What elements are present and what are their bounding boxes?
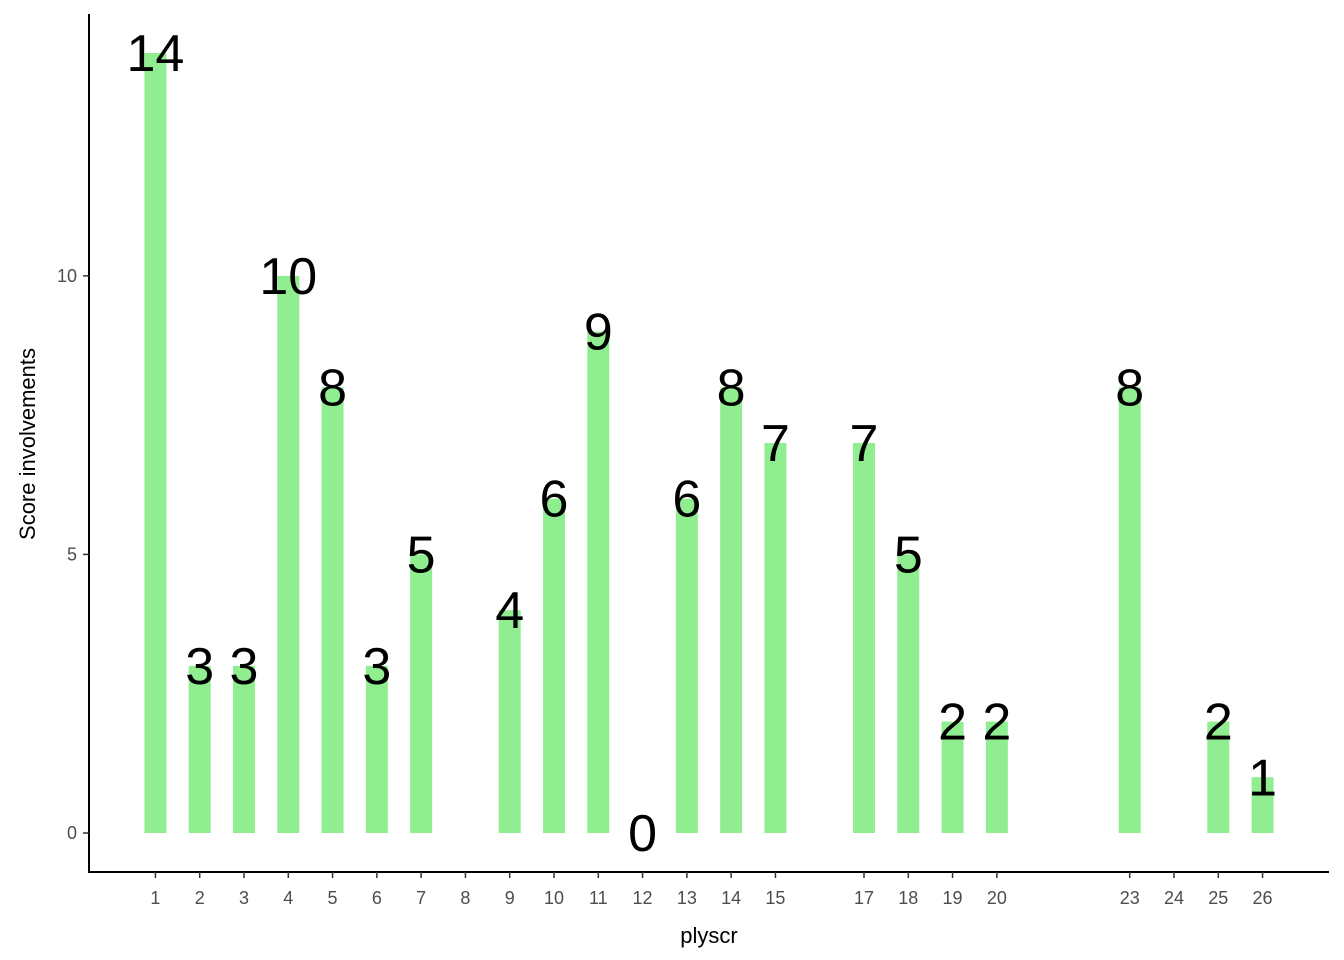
data-label-14: 8	[717, 359, 746, 417]
data-label-7: 5	[407, 526, 436, 584]
data-label-3: 3	[230, 638, 259, 696]
data-label-13: 6	[672, 471, 701, 529]
bar-20	[985, 721, 1008, 833]
x-tick-label-10: 10	[544, 888, 564, 908]
bar-14	[720, 387, 743, 833]
y-tick-label-10: 10	[57, 266, 77, 286]
x-ticks-layer: 1 2 3 4 5 6 7 8 9 10 11 12 13 14 15 17 18 19 20 23 24 25 26	[150, 872, 1273, 908]
x-tick-label-6: 6	[372, 888, 382, 908]
x-tick-label-20: 20	[987, 888, 1007, 908]
x-tick-label-24: 24	[1164, 888, 1184, 908]
x-tick-label-19: 19	[943, 888, 963, 908]
x-tick-label-7: 7	[416, 888, 426, 908]
bar-7	[410, 554, 433, 833]
bar-13	[675, 498, 698, 833]
x-tick-label-13: 13	[677, 888, 697, 908]
bar-15	[764, 443, 787, 833]
bar-26	[1251, 777, 1274, 833]
axes-layer	[88, 14, 1329, 873]
x-axis-title: plyscr	[680, 923, 737, 948]
x-tick-label-3: 3	[239, 888, 249, 908]
data-label-19: 2	[938, 694, 967, 752]
x-tick-label-11: 11	[589, 888, 608, 908]
data-label-10: 6	[540, 471, 569, 529]
x-tick-label-14: 14	[721, 888, 741, 908]
data-label-25: 2	[1204, 694, 1233, 752]
x-tick-label-25: 25	[1208, 888, 1228, 908]
y-ticks-layer: 0 5 10	[57, 266, 89, 843]
bar-25	[1207, 721, 1230, 833]
x-tick-label-26: 26	[1253, 888, 1273, 908]
data-label-11: 9	[584, 304, 613, 362]
bar-9	[498, 610, 521, 833]
bar-5	[321, 387, 344, 833]
bar-3	[233, 665, 255, 833]
x-tick-label-23: 23	[1120, 888, 1140, 908]
x-tick-label-9: 9	[505, 888, 515, 908]
bars-layer	[144, 53, 1274, 833]
x-tick-label-4: 4	[283, 888, 293, 908]
data-label-15: 7	[761, 415, 790, 473]
bar-17	[853, 443, 875, 833]
data-label-4: 10	[259, 248, 317, 306]
x-tick-label-12: 12	[633, 888, 653, 908]
data-label-12: 0	[628, 805, 657, 863]
bar-11	[587, 331, 610, 833]
x-tick-label-17: 17	[854, 888, 874, 908]
data-label-20: 2	[982, 694, 1011, 752]
data-label-5: 8	[318, 359, 347, 417]
data-label-18: 5	[894, 526, 923, 584]
x-tick-label-18: 18	[898, 888, 918, 908]
x-tick-label-8: 8	[460, 888, 470, 908]
bar-19	[941, 721, 964, 833]
data-label-1: 14	[127, 25, 185, 83]
data-label-17: 7	[850, 415, 879, 473]
x-tick-label-15: 15	[765, 888, 785, 908]
bar-4	[277, 275, 300, 833]
bar-10	[543, 498, 565, 833]
data-label-23: 8	[1115, 359, 1144, 417]
data-label-2: 3	[185, 638, 214, 696]
data-label-9: 4	[495, 582, 524, 640]
bar-1	[144, 53, 167, 833]
x-tick-label-2: 2	[195, 888, 205, 908]
y-tick-label-5: 5	[67, 544, 77, 564]
x-tick-label-1: 1	[150, 888, 160, 908]
y-axis-title: Score involvements	[15, 348, 40, 540]
data-label-6: 3	[362, 638, 391, 696]
bar-2	[188, 665, 211, 833]
bar-6	[365, 665, 388, 833]
bar-23	[1118, 387, 1141, 833]
bar-18	[897, 554, 920, 833]
data-label-26: 1	[1248, 749, 1277, 807]
x-tick-label-5: 5	[328, 888, 338, 908]
y-tick-label-0: 0	[67, 823, 77, 843]
